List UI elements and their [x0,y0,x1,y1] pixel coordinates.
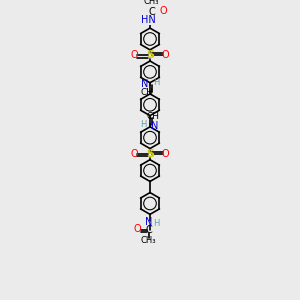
Text: N: N [141,79,148,89]
Text: H: H [140,120,147,129]
Text: S: S [146,149,154,159]
Text: O: O [159,6,167,16]
Text: CH₃: CH₃ [141,236,156,245]
Text: O: O [162,50,169,60]
Text: H: H [153,78,160,87]
Text: CH₃: CH₃ [144,0,159,6]
Text: O: O [133,224,141,234]
Text: C: C [148,7,155,17]
Text: O: O [162,149,169,159]
Text: C: C [145,225,152,236]
Text: N: N [152,121,159,131]
Text: S: S [146,50,154,60]
Text: CH: CH [141,88,154,98]
Text: O: O [130,149,138,159]
Text: CH: CH [146,112,159,121]
Text: O: O [130,50,138,60]
Text: N: N [145,218,152,227]
Text: HN: HN [141,15,156,25]
Text: H: H [153,219,160,228]
